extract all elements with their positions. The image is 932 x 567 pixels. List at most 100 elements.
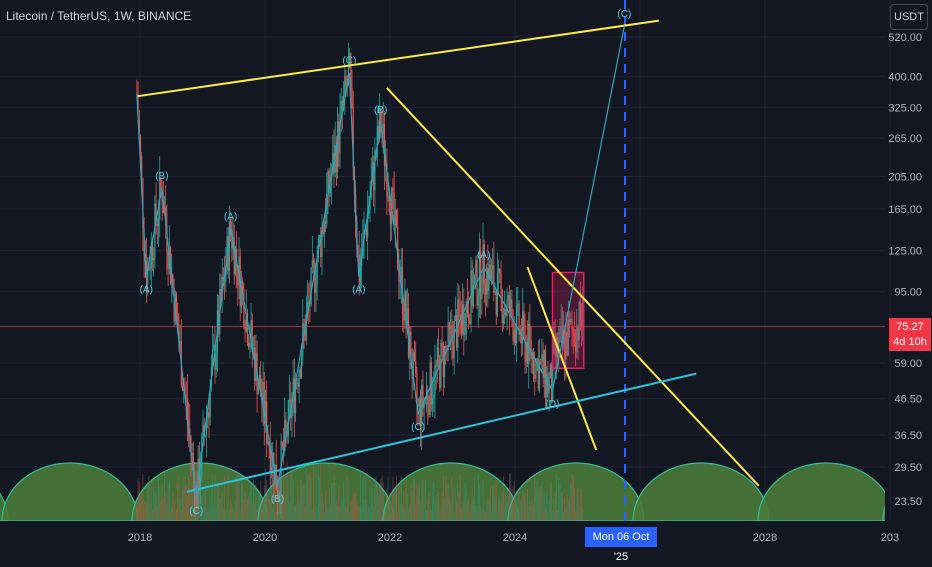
- volume-bar: [543, 491, 545, 521]
- volume-bar: [234, 500, 236, 521]
- volume-bar: [495, 481, 497, 521]
- candle-body: [440, 342, 442, 388]
- volume-bar: [214, 474, 216, 521]
- candle-body: [244, 326, 246, 331]
- volume-bar: [412, 477, 414, 521]
- candle-body: [270, 466, 273, 473]
- candle-body: [151, 242, 154, 261]
- candle-body: [536, 358, 538, 360]
- volume-bar: [198, 483, 200, 521]
- candle-body: [324, 221, 327, 224]
- candle-body: [463, 304, 465, 335]
- volume-bar: [267, 487, 269, 521]
- candle-body: [380, 108, 382, 132]
- volume-bar: [470, 504, 472, 521]
- volume-bar: [320, 462, 322, 521]
- volume-bar: [155, 495, 157, 521]
- volume-bar: [546, 492, 548, 521]
- volume-bar: [166, 502, 168, 521]
- candle-body: [245, 312, 247, 331]
- volume-bar: [375, 476, 377, 521]
- candle-body: [326, 194, 328, 224]
- volume-bar: [448, 496, 450, 521]
- volume-bar: [438, 492, 440, 521]
- volume-bar: [420, 502, 422, 521]
- candle-body: [238, 256, 240, 286]
- volume-bar: [566, 494, 568, 521]
- volume-bar: [180, 510, 182, 521]
- wave-label: (A): [477, 250, 490, 261]
- candle-body: [399, 281, 401, 283]
- candle-body: [157, 219, 160, 227]
- candle-body: [502, 315, 505, 324]
- candle-body: [517, 303, 519, 306]
- volume-bar: [530, 505, 532, 521]
- candle-body: [304, 326, 306, 341]
- volume-bar: [359, 473, 361, 521]
- volume-bar: [243, 499, 245, 521]
- volume-bar: [283, 469, 285, 521]
- candle-body: [565, 331, 567, 360]
- candle-body: [534, 374, 536, 379]
- volume-bar: [182, 488, 184, 521]
- chart-canvas[interactable]: (A) (B) (C) (A) (B) (C) (A) (B) (C) (A) (D) (C) 520…: [0, 0, 932, 550]
- volume-bar: [578, 504, 580, 521]
- volume-bar: [513, 480, 515, 521]
- candle-body: [213, 344, 215, 350]
- volume-bar: [547, 512, 549, 521]
- candle-body: [320, 235, 322, 258]
- volume-bar: [237, 473, 239, 521]
- volume-bar: [520, 499, 522, 521]
- candle-body: [543, 350, 545, 379]
- volume-bar: [456, 502, 458, 521]
- volume-bar: [424, 479, 426, 521]
- candle-body: [577, 326, 579, 341]
- symbol-title[interactable]: Litecoin / TetherUS, 1W, BINANCE: [6, 9, 192, 23]
- volume-bar: [367, 512, 369, 521]
- candle-body: [192, 453, 194, 472]
- volume-bar: [270, 472, 272, 521]
- candle-body: [339, 112, 341, 153]
- candle-body: [139, 136, 142, 157]
- currency-unit-button[interactable]: USDT: [890, 4, 928, 30]
- candle-body: [153, 258, 155, 261]
- volume-bar: [492, 486, 494, 521]
- volume-bar: [405, 480, 407, 521]
- candle-body: [469, 319, 471, 325]
- candle-body: [501, 290, 503, 324]
- volume-bar: [216, 484, 218, 521]
- candle-body: [160, 177, 162, 191]
- volume-bar: [328, 487, 330, 521]
- volume-bar: [221, 491, 223, 521]
- volume-bar: [460, 508, 462, 521]
- volume-bar: [508, 473, 510, 521]
- candle-body: [447, 322, 449, 351]
- volume-bar: [569, 497, 571, 521]
- volume-bar: [314, 505, 316, 521]
- candle-body: [162, 204, 164, 214]
- volume-bar: [287, 495, 289, 521]
- candle-body: [303, 322, 305, 327]
- volume-bar: [572, 475, 574, 521]
- candle-body: [214, 344, 216, 371]
- candle-body: [416, 373, 418, 404]
- volume-bar: [213, 504, 215, 521]
- volume-bar: [430, 510, 432, 521]
- candle-body: [236, 248, 238, 265]
- candle-body: [234, 248, 237, 275]
- volume-bar: [385, 510, 387, 521]
- candle-body: [315, 284, 317, 293]
- candle-body: [202, 424, 204, 438]
- candle-body: [443, 346, 446, 377]
- candle-body: [260, 375, 262, 397]
- volume-bar: [144, 501, 146, 521]
- volume-bar: [440, 504, 442, 521]
- candle-body: [369, 197, 371, 210]
- volume-bar: [563, 512, 565, 521]
- volume-bar: [184, 477, 186, 521]
- candle-body: [555, 337, 557, 357]
- candle-body: [495, 291, 497, 316]
- volume-bar: [397, 512, 399, 521]
- candle-body: [494, 291, 496, 293]
- volume-bar: [268, 499, 270, 521]
